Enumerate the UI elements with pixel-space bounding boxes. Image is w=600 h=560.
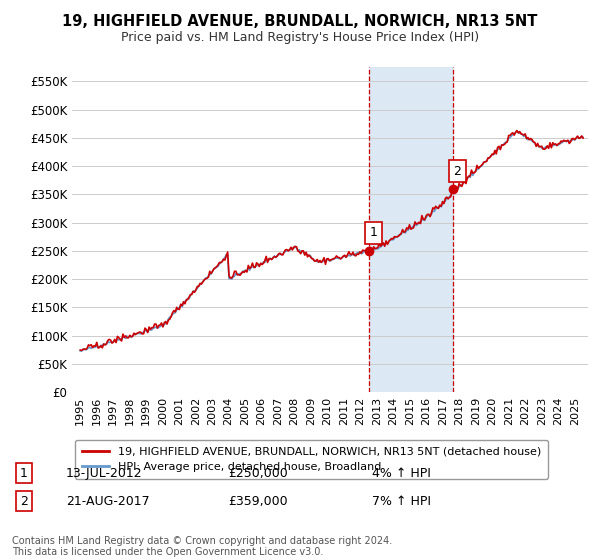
Text: 7% ↑ HPI: 7% ↑ HPI — [372, 494, 431, 508]
Text: 2: 2 — [454, 165, 461, 178]
Text: 19, HIGHFIELD AVENUE, BRUNDALL, NORWICH, NR13 5NT: 19, HIGHFIELD AVENUE, BRUNDALL, NORWICH,… — [62, 14, 538, 29]
Text: 13-JUL-2012: 13-JUL-2012 — [66, 466, 143, 480]
Text: 1: 1 — [370, 226, 377, 239]
Text: 21-AUG-2017: 21-AUG-2017 — [66, 494, 149, 508]
Text: Contains HM Land Registry data © Crown copyright and database right 2024.
This d: Contains HM Land Registry data © Crown c… — [12, 535, 392, 557]
Text: £359,000: £359,000 — [228, 494, 287, 508]
Text: 2: 2 — [20, 494, 28, 508]
Text: 4% ↑ HPI: 4% ↑ HPI — [372, 466, 431, 480]
Bar — [370, 67, 454, 392]
Legend: 19, HIGHFIELD AVENUE, BRUNDALL, NORWICH, NR13 5NT (detached house), HPI: Average: 19, HIGHFIELD AVENUE, BRUNDALL, NORWICH,… — [75, 440, 548, 479]
Text: 1: 1 — [20, 466, 28, 480]
Text: Price paid vs. HM Land Registry's House Price Index (HPI): Price paid vs. HM Land Registry's House … — [121, 31, 479, 44]
Text: £250,000: £250,000 — [228, 466, 288, 480]
